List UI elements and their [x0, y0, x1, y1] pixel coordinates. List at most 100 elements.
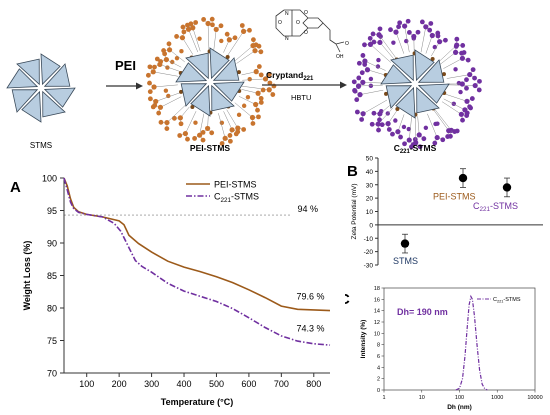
tga-annotation: 79.6 % — [297, 292, 325, 302]
stms-blade — [414, 49, 435, 82]
anchor-bead — [225, 54, 230, 59]
polymer-bead — [452, 129, 458, 134]
anchor-bead — [395, 107, 400, 112]
polymer-bead — [210, 22, 215, 28]
tga-x-axis-label: Temperature (°C) — [161, 397, 233, 407]
polymer-bead — [147, 80, 152, 86]
stms-blade — [395, 86, 416, 119]
dls-legend: C221-STMS — [477, 297, 521, 303]
polymer-bead — [190, 25, 196, 31]
polymer-branch — [425, 35, 433, 54]
stms-particle — [6, 53, 76, 123]
polymer-branch — [440, 52, 456, 65]
polymer-bead — [213, 26, 219, 33]
polymer-bead — [185, 22, 190, 28]
polymer-branch — [234, 45, 254, 62]
polymer-bead — [249, 114, 256, 121]
polymer-bead — [464, 98, 470, 104]
tga-legend: PEI-STMS C221-STMS — [186, 180, 259, 204]
polymer-bead — [376, 57, 381, 63]
polymer-branch — [155, 92, 180, 102]
cryptand-o-label-1: O — [278, 20, 282, 26]
polymer-bead — [446, 128, 452, 134]
polymer-bead — [360, 111, 366, 117]
polymer-bead — [458, 89, 463, 95]
polymer-bead — [443, 37, 448, 43]
polymer-bead — [354, 109, 360, 115]
polymer-bead — [354, 97, 360, 103]
polymer-bead — [201, 17, 207, 22]
polymer-bead — [357, 92, 363, 98]
polymer-bead — [452, 49, 459, 55]
polymer-bead — [153, 98, 159, 105]
tga-x-tick-label: 200 — [112, 379, 127, 389]
polymer-bead — [209, 16, 215, 22]
zeta-label-stms: STMS — [393, 256, 418, 266]
cryptand-o-label-3: O — [304, 10, 308, 16]
polymer-branch — [438, 44, 457, 63]
dls-y-tick-label: 10 — [374, 331, 380, 337]
dls-series-c221-stms — [455, 294, 488, 391]
polymer-bead — [419, 19, 425, 25]
polymer-branch — [154, 84, 178, 88]
polymer-bead — [367, 41, 374, 47]
polymer-bead — [145, 72, 151, 78]
cryptand-n-label-bottom: N — [285, 36, 289, 42]
stms-blade — [380, 64, 413, 85]
polymer-branch — [445, 93, 468, 102]
stms-blade — [42, 90, 66, 118]
polymer-bead — [226, 37, 232, 43]
polymer-bead — [245, 94, 251, 100]
polymer-bead — [437, 39, 443, 45]
polymer-bead — [385, 121, 391, 127]
polymer-bead — [454, 36, 460, 42]
stms-blade — [385, 85, 413, 109]
polymer-branch — [363, 99, 388, 114]
polymer-bead — [200, 129, 206, 135]
polymer-bead — [368, 83, 374, 89]
polymer-bead — [405, 18, 411, 24]
stms-blade — [185, 52, 209, 80]
polymer-bead — [197, 36, 202, 41]
polymer-bead — [359, 70, 365, 76]
stms-blade — [417, 83, 450, 104]
polymer-bead — [464, 77, 469, 83]
tga-y-tick-label: 75 — [47, 336, 57, 346]
cryptand-o-label-2: O — [296, 20, 300, 26]
polymer-bead — [368, 76, 374, 82]
anchor-bead — [384, 91, 389, 96]
polymer-branch — [443, 98, 466, 111]
polymer-bead — [161, 48, 167, 53]
polymer-bead — [258, 72, 264, 78]
polymer-bead — [205, 125, 211, 132]
polymer-bead — [476, 87, 482, 93]
cryptand-o-label-carbonyl: O — [345, 41, 349, 47]
zeta-point — [458, 173, 468, 183]
polymer-branch — [234, 102, 253, 118]
legend-label-c221: C221-STMS — [214, 192, 259, 204]
stms-blade — [390, 54, 414, 82]
polymer-bead — [185, 26, 192, 32]
polymer-bead — [177, 133, 183, 138]
polymer-branch — [185, 111, 197, 134]
zeta-y-tick-label: -20 — [364, 249, 374, 256]
dls-y-tick-label: 12 — [374, 320, 380, 326]
polymer-bead — [163, 88, 169, 93]
polymer-branch — [182, 37, 194, 55]
polymer-branch — [358, 84, 383, 87]
tga-y-tick-label: 85 — [47, 271, 57, 281]
polymer-bead — [393, 118, 398, 123]
stms-blade — [417, 59, 445, 83]
reagent-pei-label: PEI — [115, 58, 136, 73]
polymer-bead — [219, 141, 225, 146]
dls-x-tick-label: 10 — [419, 395, 425, 401]
dls-x-axis-label: Dh (nm) — [447, 404, 472, 411]
dls-x-tick-label: 1 — [382, 395, 385, 401]
polymer-bead — [406, 30, 412, 35]
polymer-bead — [235, 129, 241, 135]
polymer-bead — [434, 134, 440, 141]
polymer-bead — [253, 101, 259, 108]
polymer-branch — [223, 111, 233, 130]
dls-y-tick-label: 2 — [377, 377, 380, 383]
polymer-bead — [266, 87, 272, 93]
